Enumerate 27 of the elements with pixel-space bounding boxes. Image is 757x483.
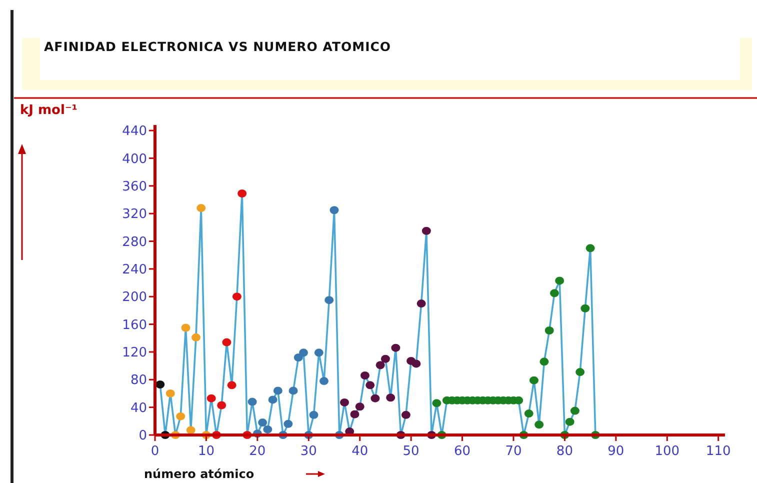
x-tick-label: 100 <box>654 444 680 459</box>
x-axis-title: número atómico <box>144 467 254 481</box>
y-axis-title: kJ mol⁻¹ <box>20 103 78 118</box>
y-tick-label: 360 <box>122 179 147 194</box>
y-tick-label: 400 <box>122 152 147 167</box>
y-tick-label: 200 <box>122 290 147 306</box>
x-tick-label: 30 <box>300 444 317 459</box>
y-tick-label: 160 <box>122 318 147 333</box>
x-tick-label: 110 <box>706 444 731 459</box>
x-tick-label: 80 <box>556 444 573 459</box>
x-tick-label: 70 <box>505 444 522 459</box>
y-tick-label: 80 <box>130 373 147 388</box>
y-tick-label: 120 <box>122 346 147 361</box>
x-tick-label: 40 <box>352 444 368 459</box>
y-tick-label: 0 <box>138 428 147 444</box>
y-tick-label: 440 <box>122 124 147 140</box>
x-tick-label: 10 <box>198 444 214 459</box>
x-tick-label: 60 <box>454 444 471 459</box>
y-tick-label: 280 <box>122 234 147 250</box>
y-tick-label: 320 <box>122 207 147 222</box>
x-tick-label: 50 <box>402 444 420 459</box>
chart-title: AFINIDAD ELECTRONICA VS NUMERO ATOMICO <box>44 39 392 54</box>
y-tick-label: 240 <box>122 262 147 278</box>
x-tick-label: 20 <box>249 444 266 459</box>
y-tick-label: 40 <box>130 400 147 416</box>
x-tick-label: 90 <box>608 444 624 459</box>
x-tick-label: 0 <box>150 444 160 459</box>
